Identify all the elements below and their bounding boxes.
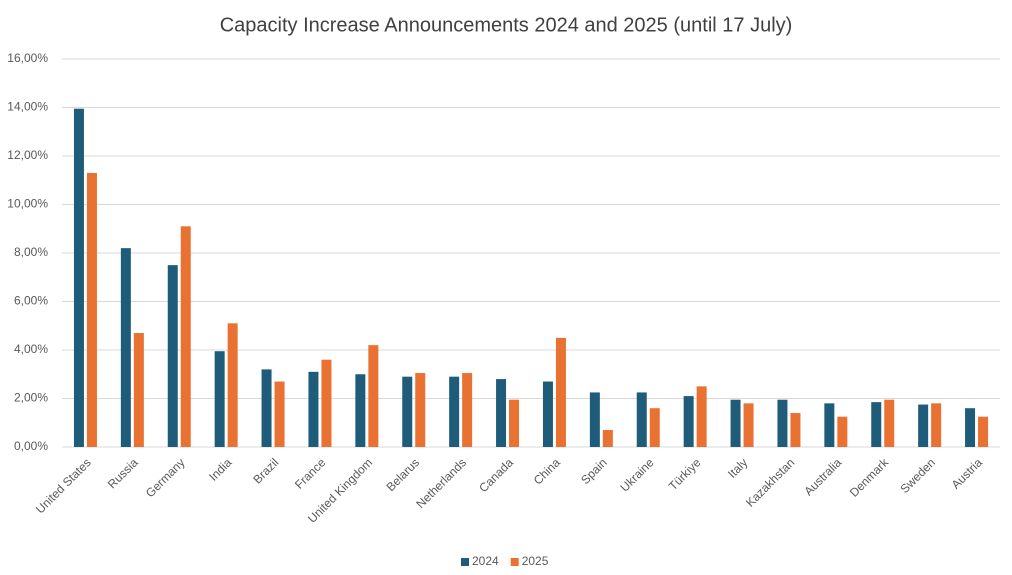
x-tick-label: Sweden bbox=[897, 455, 938, 496]
chart-title: Capacity Increase Announcements 2024 and… bbox=[220, 14, 793, 36]
bar bbox=[777, 399, 788, 447]
bar bbox=[227, 323, 238, 447]
bar bbox=[683, 396, 694, 447]
bar bbox=[214, 351, 225, 447]
x-tick-label: Kazakhstan bbox=[743, 455, 797, 509]
x-tick-label: France bbox=[292, 455, 329, 492]
bar bbox=[965, 408, 976, 447]
x-tick-label: Netherlands bbox=[413, 455, 469, 511]
bar bbox=[462, 373, 473, 447]
bar bbox=[167, 265, 178, 447]
x-tick-label: India bbox=[206, 455, 235, 484]
bar bbox=[837, 416, 848, 447]
y-tick-label: 6,00% bbox=[14, 294, 48, 308]
bar bbox=[542, 381, 553, 447]
bar bbox=[402, 376, 413, 447]
y-tick-label: 4,00% bbox=[14, 342, 48, 356]
legend-swatch bbox=[510, 558, 519, 566]
bar bbox=[555, 337, 566, 447]
bar bbox=[449, 376, 460, 447]
x-tick-label: Türkiye bbox=[666, 455, 704, 493]
y-tick-label: 10,00% bbox=[7, 197, 48, 211]
bar bbox=[743, 403, 754, 447]
x-tick-label: Italy bbox=[725, 455, 750, 480]
x-tick-label: Russia bbox=[105, 455, 141, 491]
bar bbox=[918, 404, 929, 447]
bar bbox=[321, 359, 332, 447]
bar bbox=[308, 371, 319, 447]
bar bbox=[931, 403, 942, 447]
bar bbox=[415, 373, 426, 447]
y-tick-label: 14,00% bbox=[7, 100, 48, 114]
bar bbox=[180, 226, 191, 447]
bar bbox=[120, 248, 131, 447]
bar bbox=[73, 108, 84, 448]
bar bbox=[696, 386, 707, 447]
bar bbox=[355, 374, 366, 447]
y-tick-label: 2,00% bbox=[14, 391, 48, 405]
x-tick-label: Belarus bbox=[383, 455, 422, 494]
x-tick-label: Denmark bbox=[847, 455, 892, 500]
bar bbox=[978, 416, 989, 447]
bar bbox=[636, 392, 647, 447]
bar bbox=[496, 379, 507, 447]
y-tick-label: 16,00% bbox=[7, 51, 48, 65]
bar bbox=[86, 172, 97, 447]
bar bbox=[871, 402, 882, 447]
bar bbox=[649, 408, 660, 447]
legend-swatch bbox=[461, 558, 469, 566]
bar bbox=[274, 381, 285, 447]
x-tick-label: Spain bbox=[578, 455, 610, 487]
y-tick-label: 0,00% bbox=[14, 439, 48, 453]
bar bbox=[133, 333, 144, 447]
x-tick-label: United States bbox=[33, 455, 94, 516]
bar bbox=[589, 392, 600, 447]
bar bbox=[790, 413, 801, 447]
legend-label: 2025 bbox=[522, 554, 549, 568]
x-tick-label: Brazil bbox=[250, 455, 281, 486]
bar bbox=[824, 403, 835, 447]
x-tick-label: Germany bbox=[143, 455, 188, 500]
bar bbox=[884, 399, 895, 447]
x-tick-label: Canada bbox=[476, 455, 516, 495]
bar bbox=[602, 430, 613, 447]
y-tick-label: 12,00% bbox=[7, 148, 48, 162]
bar bbox=[509, 399, 520, 447]
bar bbox=[368, 345, 379, 447]
x-tick-label: Australia bbox=[801, 455, 844, 498]
bar bbox=[261, 369, 272, 447]
x-tick-label: China bbox=[531, 455, 563, 487]
legend-label: 2024 bbox=[472, 554, 499, 568]
x-tick-label: Austria bbox=[949, 455, 986, 492]
x-tick-label: Ukraine bbox=[617, 455, 656, 494]
y-tick-label: 8,00% bbox=[14, 245, 48, 259]
bar bbox=[730, 399, 741, 447]
